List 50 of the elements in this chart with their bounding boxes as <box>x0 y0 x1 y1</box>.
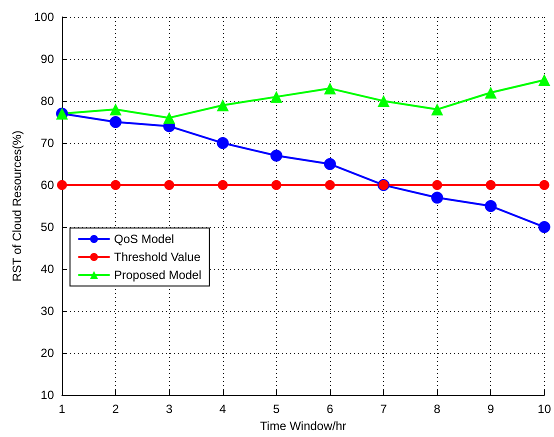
y-tick-label: 90 <box>40 52 54 66</box>
point <box>484 200 497 212</box>
point <box>539 180 550 190</box>
y-tick-label: 30 <box>40 304 54 318</box>
x-axis-title: Time Window/hr <box>260 419 346 433</box>
point <box>164 180 174 190</box>
legend-label: Threshold Value <box>114 250 201 264</box>
point <box>431 192 444 204</box>
point <box>432 180 442 190</box>
y-tick-label: 20 <box>40 346 54 360</box>
x-tick-label: 3 <box>166 402 173 416</box>
legend-label: Proposed Model <box>114 268 202 282</box>
y-tick-label: 10 <box>40 388 54 402</box>
y-tick-label: 100 <box>34 10 54 24</box>
point <box>110 180 121 190</box>
x-tick-label: 10 <box>538 402 552 416</box>
point <box>216 137 229 150</box>
point <box>324 82 336 94</box>
x-tick-label: 5 <box>273 402 280 416</box>
point <box>378 95 390 108</box>
y-axis-title: RST of Cloud Resources(%) <box>10 130 24 282</box>
point <box>163 112 176 124</box>
point <box>270 150 282 162</box>
point <box>216 99 229 112</box>
y-tick-label: 40 <box>40 262 54 276</box>
x-tick-label: 8 <box>434 402 441 416</box>
y-tick-label: 60 <box>40 178 54 192</box>
point <box>324 180 335 190</box>
point <box>271 180 282 190</box>
x-tick-label: 1 <box>58 402 66 416</box>
point <box>538 74 550 86</box>
y-tick-label: 50 <box>40 220 54 234</box>
point <box>324 158 336 170</box>
x-tick-label: 2 <box>112 402 120 416</box>
point <box>270 90 282 103</box>
point <box>431 103 444 116</box>
point <box>538 221 550 234</box>
x-tick-label: 7 <box>380 402 388 416</box>
point <box>57 180 67 190</box>
x-tick-label: 4 <box>219 402 226 416</box>
point <box>484 86 497 99</box>
legend-label: QoS Model <box>114 232 174 246</box>
y-tick-label: 80 <box>40 94 54 108</box>
point <box>486 180 496 190</box>
x-tick-label: 6 <box>326 402 334 416</box>
point <box>110 116 122 128</box>
x-tick-label: 9 <box>487 402 494 416</box>
point <box>110 103 122 116</box>
y-tick-label: 70 <box>40 136 54 150</box>
point <box>218 180 228 190</box>
